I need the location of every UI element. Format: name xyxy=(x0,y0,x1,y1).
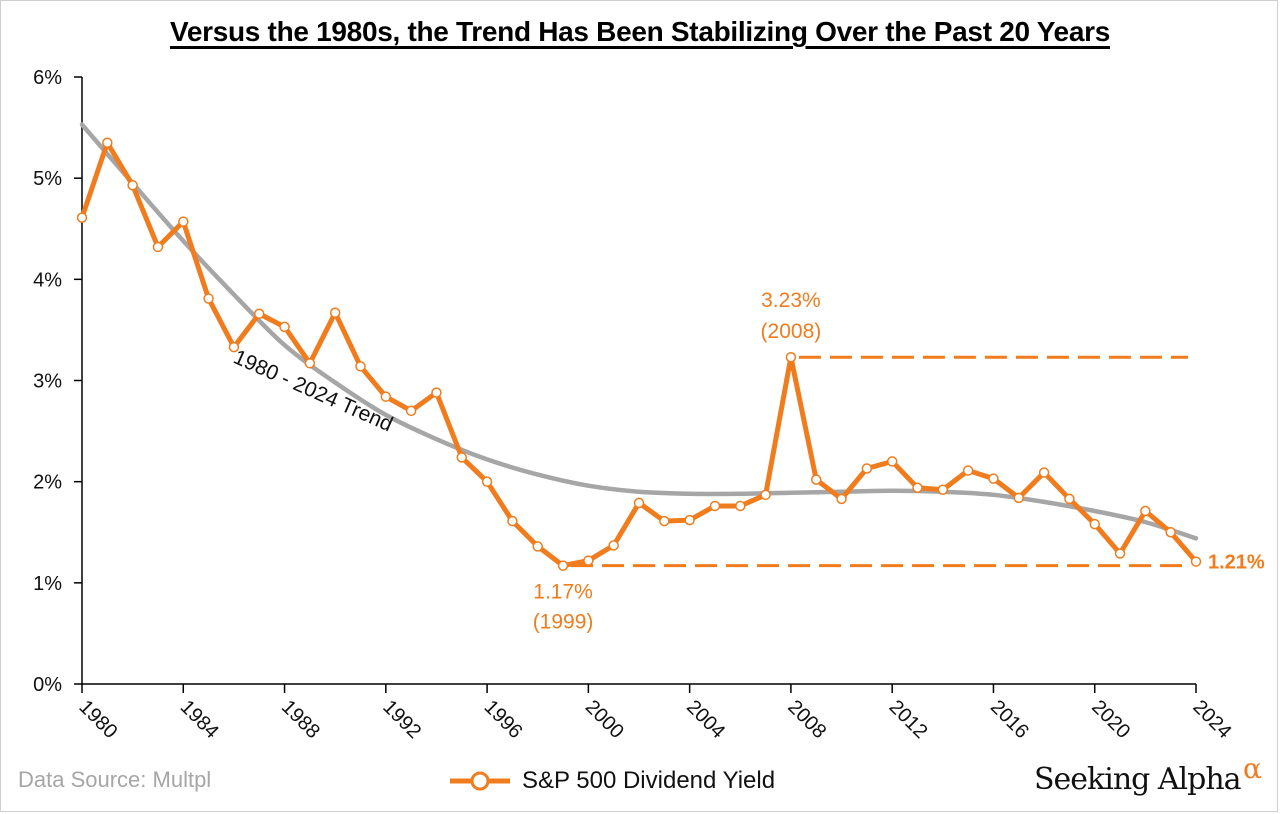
data-point xyxy=(1064,493,1075,505)
data-point xyxy=(861,463,873,474)
data-point xyxy=(304,358,316,369)
data-point xyxy=(279,321,290,333)
annotations: 1980 - 2024 Trend3.23%(2008)1.17%(1999)1… xyxy=(230,289,1265,633)
data-point xyxy=(456,452,468,463)
data-point xyxy=(1089,518,1100,530)
legend-marker xyxy=(450,771,510,791)
data-point xyxy=(481,476,493,487)
y-tick-label: 1% xyxy=(33,573,62,595)
data-point xyxy=(1165,527,1176,538)
y-tick-label: 0% xyxy=(33,674,62,696)
data-point xyxy=(735,500,746,512)
x-tick-label: 1996 xyxy=(480,696,527,743)
x-tick-label: 2004 xyxy=(682,696,729,743)
data-point xyxy=(810,474,822,485)
trend-line xyxy=(79,122,1199,541)
data-point xyxy=(836,493,847,505)
data-point xyxy=(178,216,189,227)
y-tick-label: 4% xyxy=(33,269,62,291)
brand-alpha-icon: α xyxy=(1243,752,1262,785)
data-point xyxy=(228,341,240,353)
x-tick-label: 2016 xyxy=(986,696,1033,743)
data-point xyxy=(709,500,721,512)
data-point xyxy=(1114,548,1126,559)
data-point xyxy=(405,405,417,417)
data-point xyxy=(127,179,138,191)
data-point xyxy=(380,391,392,402)
data-point xyxy=(937,484,949,496)
x-tick-label: 1984 xyxy=(176,696,223,743)
data-point xyxy=(532,541,543,552)
x-tick-label: 1992 xyxy=(378,696,425,743)
data-point xyxy=(76,212,88,223)
data-point xyxy=(659,515,670,527)
data-point xyxy=(203,293,214,304)
data-point xyxy=(557,560,569,571)
data-point xyxy=(355,361,366,372)
x-tick-label: 2024 xyxy=(1188,696,1235,743)
data-point xyxy=(912,482,923,493)
legend: S&P 500 Dividend Yield xyxy=(448,763,775,799)
last-value-label: 1.21% xyxy=(1208,552,1265,574)
data-point xyxy=(988,473,999,484)
data-point xyxy=(1190,556,1202,567)
x-tick-label: 2012 xyxy=(885,696,932,743)
min-year-label: (1999) xyxy=(533,611,594,634)
axes: 0% 1% 2% 3% 4% 5% 6% 1980 1984 1988 1992 1996 2000 20… xyxy=(33,67,1235,743)
reference-lines xyxy=(571,355,1188,568)
data-point xyxy=(633,497,645,509)
data-point xyxy=(760,489,771,501)
data-point xyxy=(1140,505,1151,517)
data-point xyxy=(962,465,974,476)
min-value-label: 1.17% xyxy=(533,581,593,604)
y-tick-label: 6% xyxy=(33,67,62,89)
data-point xyxy=(886,456,898,467)
data-point xyxy=(329,307,341,318)
data-point xyxy=(583,555,594,566)
x-tick-label: 2020 xyxy=(1087,696,1134,743)
x-tick-label: 2000 xyxy=(581,696,628,743)
yield-series xyxy=(76,137,1202,571)
data-point xyxy=(152,241,164,253)
data-point xyxy=(608,540,619,551)
data-point xyxy=(785,351,797,363)
data-point xyxy=(102,137,113,149)
brand-logo: Seeking Alpha xyxy=(1034,762,1242,797)
data-point xyxy=(1013,492,1025,504)
chart-title: Versus the 1980s, the Trend Has Been Sta… xyxy=(170,16,1110,47)
data-point xyxy=(1038,467,1050,478)
x-tick-label: 1980 xyxy=(74,696,121,743)
max-value-label: 3.23% xyxy=(761,289,821,312)
legend-label: S&P 500 Dividend Yield xyxy=(522,767,776,794)
x-tick-label: 2008 xyxy=(783,696,830,743)
max-year-label: (2008) xyxy=(761,320,822,343)
trend-series xyxy=(79,122,1199,541)
y-tick-label: 2% xyxy=(33,472,62,494)
data-point xyxy=(431,387,442,398)
data-point xyxy=(684,514,695,526)
data-source-note: Data Source: Multpl xyxy=(18,767,212,792)
data-point xyxy=(253,308,265,319)
y-tick-label: 3% xyxy=(33,371,62,393)
x-tick-label: 1988 xyxy=(277,696,324,743)
y-tick-label: 5% xyxy=(33,168,62,190)
data-point xyxy=(507,515,518,527)
